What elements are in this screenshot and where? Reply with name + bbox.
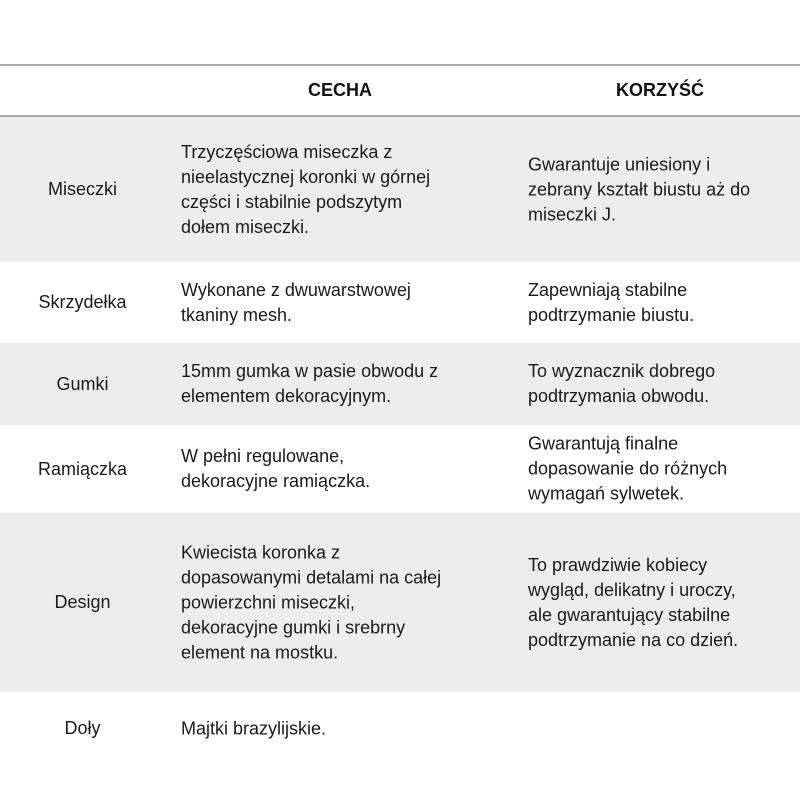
row-label: Doły xyxy=(64,718,101,738)
table-row: Ramiączka W pełni regulowane, dekoracyjn… xyxy=(0,425,800,513)
table-row: Gumki 15mm gumka w pasie obwodu z elemen… xyxy=(0,343,800,425)
row-label: Ramiączka xyxy=(37,458,128,479)
row-feature: 15mm gumka w pasie obwodu z elementem de… xyxy=(181,361,439,406)
row-feature: Majtki brazylijskie. xyxy=(181,718,327,738)
row-benefit: To prawdziwie kobiecy wygląd, delikatny … xyxy=(528,554,739,650)
row-label: Design xyxy=(54,592,111,612)
row-label: Miseczki xyxy=(47,179,117,199)
row-benefit: Gwarantują finalne dopasowanie do różnyc… xyxy=(528,433,728,504)
row-benefit: To wyznacznik dobrego podtrzymania obwod… xyxy=(528,361,716,406)
header-feature: CECHA xyxy=(307,80,372,100)
table-row: Miseczki Trzyczęściowa miseczka z nieela… xyxy=(0,117,800,262)
row-label: Gumki xyxy=(56,373,109,394)
row-benefit: Zapewniają stabilne podtrzymanie biustu. xyxy=(528,279,695,325)
row-feature: Wykonane z dwuwarstwowej tkaniny mesh. xyxy=(181,279,411,325)
table-top-rule xyxy=(0,64,800,66)
header-benefit: KORZYŚĆ xyxy=(615,80,704,100)
row-feature: Kwiecista koronka z dopasowanymi detalam… xyxy=(181,542,442,662)
table-header: CECHA KORZYŚĆ xyxy=(0,66,800,117)
row-label: Skrzydełka xyxy=(38,292,127,312)
row-benefit: Gwarantuje uniesiony i zebrany kształt b… xyxy=(528,154,751,224)
row-feature: Trzyczęściowa miseczka z nieelastycznej … xyxy=(181,141,431,237)
row-feature: W pełni regulowane, dekoracyjne ramiączk… xyxy=(181,446,371,491)
table-row: Design Kwiecista koronka z dopasowanymi … xyxy=(0,513,800,692)
table-row: Doły Majtki brazylijskie. xyxy=(0,692,800,765)
table-row: Skrzydełka Wykonane z dwuwarstwowej tkan… xyxy=(0,262,800,343)
